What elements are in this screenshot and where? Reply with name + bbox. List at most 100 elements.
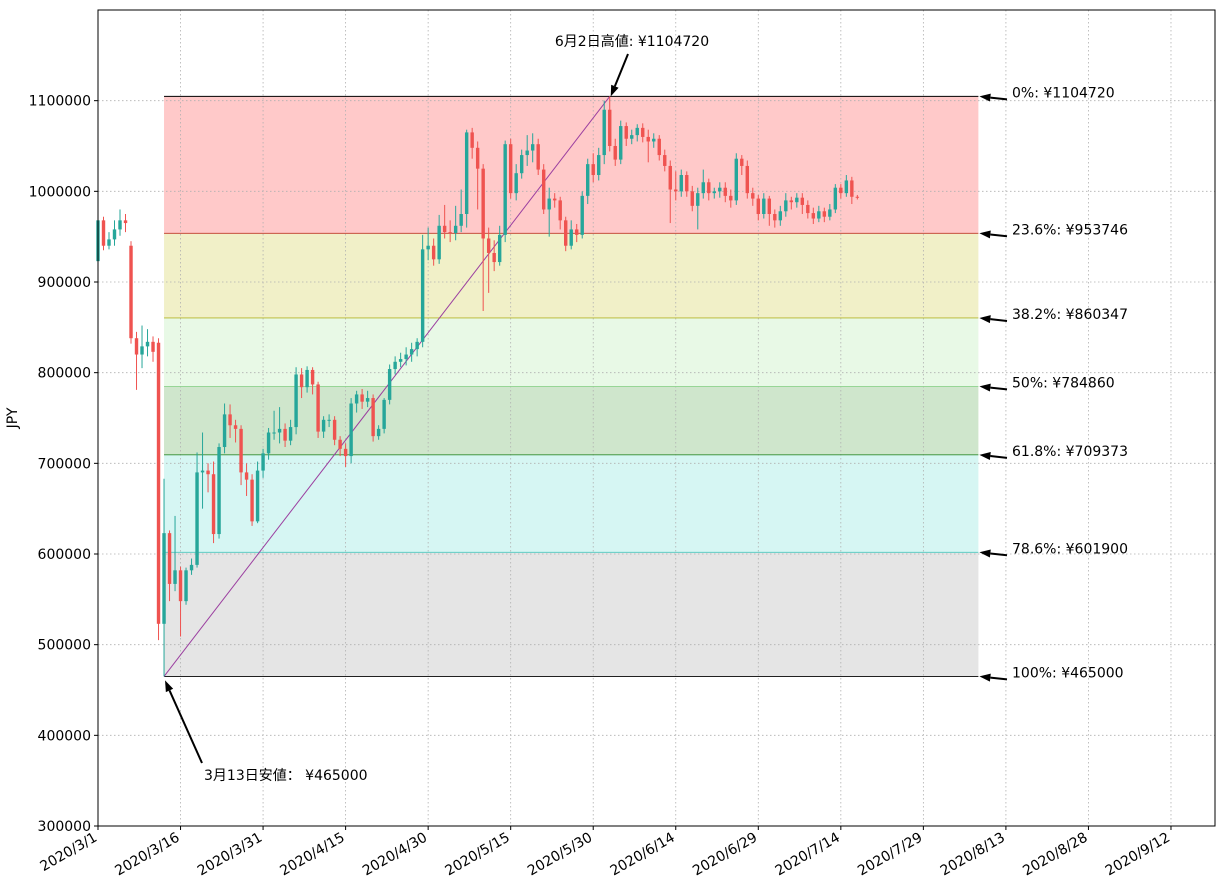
arrow-shaft (990, 676, 1008, 681)
fib-level-labels: 0%: ¥1104720 23.6%: ¥953746 38.2%: ¥860347… (979, 85, 1128, 682)
candle-body (470, 132, 474, 148)
y-tick-label: 400000 (38, 728, 91, 744)
candle-body (536, 144, 540, 170)
candle-body (250, 479, 254, 522)
candle-body (729, 195, 733, 201)
annotation-arrow (979, 549, 1008, 558)
fib-level-label: 0%: ¥1104720 (1012, 85, 1115, 101)
candle-body (613, 146, 617, 160)
candle-body (497, 234, 502, 263)
annotation-low-label: 3月13日安値： ¥465000 (204, 768, 368, 784)
candle-body (668, 165, 672, 190)
candle-body (817, 211, 821, 219)
candle-body (564, 220, 568, 246)
y-tick-label: 900000 (38, 275, 91, 291)
candle-body (365, 398, 370, 402)
candle-body (393, 361, 397, 370)
fib-level-label: 78.6%: ¥601900 (1012, 541, 1128, 557)
candle-body (839, 187, 843, 194)
candle-body (508, 144, 513, 194)
trendline (163, 96, 611, 677)
arrow-shaft (990, 552, 1008, 557)
fib-level-label: 23.6%: ¥953746 (1012, 222, 1128, 238)
candle-body (266, 432, 271, 454)
candle-body (822, 211, 827, 217)
candle-body (855, 196, 860, 198)
candle-body (652, 138, 656, 142)
candle-body (751, 193, 755, 199)
candle-body (426, 245, 430, 250)
candle-body (129, 245, 133, 339)
candle-body (547, 198, 551, 210)
candle-body (767, 198, 772, 214)
candle-body (608, 109, 612, 146)
candle-body (844, 180, 849, 194)
candle-body (305, 369, 309, 388)
candle-body (525, 150, 529, 156)
candle-body (718, 187, 722, 192)
trendline-group (163, 96, 611, 677)
candle-body (442, 225, 447, 233)
candle-body (674, 189, 678, 192)
candle-body (140, 346, 144, 355)
arrow-shaft (990, 233, 1008, 238)
annotation-arrow (610, 53, 629, 97)
arrow-shaft (990, 386, 1008, 391)
candle-body (217, 447, 221, 535)
candle-body (712, 191, 716, 194)
arrow-head (979, 549, 991, 558)
candle-body (437, 225, 441, 260)
annotation-high-label: 6月2日高値: ¥1104720 (555, 33, 709, 50)
candle-body (151, 341, 155, 352)
candle-body (575, 229, 579, 235)
candle-body (624, 126, 628, 139)
candle-body (646, 136, 650, 142)
candle-body (453, 225, 458, 234)
candle-body (558, 200, 562, 221)
candle-body (597, 155, 601, 176)
candle-body (288, 427, 293, 441)
arrow-shaft (990, 318, 1008, 322)
candle-body (178, 570, 183, 602)
candle-body (112, 229, 117, 240)
candle-body (123, 220, 128, 224)
candle-body (773, 214, 777, 221)
candle-body (679, 175, 683, 192)
candle-body (580, 195, 584, 235)
fib-band (164, 386, 979, 455)
candle-body (156, 342, 161, 624)
candle-body (806, 204, 810, 214)
candle-body (795, 197, 799, 203)
candle-body (316, 384, 320, 432)
candle-body (101, 220, 106, 246)
candle-body (685, 175, 689, 192)
candle-body (431, 245, 436, 260)
fib-band (164, 96, 979, 234)
arrow-head (979, 315, 991, 324)
candle-body (492, 252, 496, 263)
y-tick-label: 700000 (38, 456, 91, 472)
candle-body (602, 109, 606, 156)
plot-frame (97, 9, 1216, 827)
candle-body (360, 394, 364, 402)
fib-band (164, 454, 979, 553)
y-tick-label: 600000 (38, 547, 91, 563)
candle-body (850, 180, 854, 197)
arrow-shaft (613, 53, 629, 87)
candle-body (228, 414, 232, 426)
candle-body (514, 173, 518, 194)
arrow-head (979, 452, 991, 461)
annotation-arrow (979, 315, 1008, 324)
candle-body (382, 399, 386, 429)
arrow-shaft (990, 455, 1008, 459)
candle-body (387, 369, 392, 400)
candle-body (107, 239, 111, 246)
candle-body (707, 182, 711, 194)
candle-body (415, 341, 419, 350)
candle-body (800, 197, 805, 205)
y-tick-label: 1100000 (29, 94, 91, 110)
candle-body (332, 419, 337, 440)
fib-bands (164, 96, 979, 677)
